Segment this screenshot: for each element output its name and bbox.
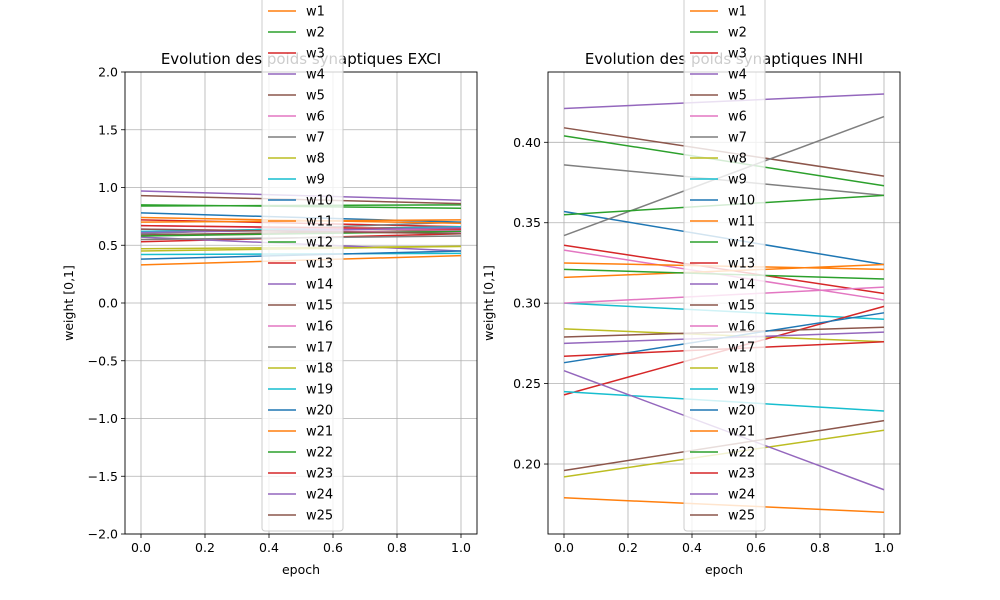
legend-label-w23: w23 [306,467,333,482]
y-tick-label: −2.0 [88,527,118,542]
legend: w1 w2 w3 w4 w5 w6 w7 w8 w9 w10 w11 w12 w13 w14 w15 w16 w… [683,0,766,532]
legend-label-w1: w1 [728,5,747,20]
y-tick-label: 0.0 [98,296,118,311]
legend-label-w6: w6 [728,110,747,125]
legend-label-w3: w3 [728,47,747,62]
y-axis-label: weight [0,1] [61,265,76,341]
legend-label-w1: w1 [306,5,325,20]
y-tick-label: 2.0 [98,65,118,80]
y-tick-label: 0.35 [513,215,541,230]
legend-label-w24: w24 [728,488,755,503]
legend-label-w11: w11 [728,215,755,230]
legend-label-w14: w14 [306,278,333,293]
legend-label-w23: w23 [728,467,755,482]
legend-label-w7: w7 [306,131,325,146]
legend-label-w15: w15 [728,299,755,314]
legend-label-w22: w22 [728,446,755,461]
y-tick-label: 1.5 [98,122,118,137]
legend-label-w11: w11 [306,215,333,230]
x-tick-label: 0.2 [618,540,638,555]
legend-label-w12: w12 [728,236,755,251]
legend: w1 w2 w3 w4 w5 w6 w7 w8 w9 w10 w11 w12 w13 w14 w15 w16 w… [261,0,344,532]
legend-label-w21: w21 [728,425,755,440]
legend-label-w24: w24 [306,488,333,503]
x-tick-label: 1.0 [874,540,894,555]
chart-panel-exci: 0.0 0.2 0.4 0.6 0.8 1.0 −2.0 −1.5 −1.0 −0.5 0.0 0.5… [61,0,478,577]
legend-label-w4: w4 [306,68,325,83]
x-axis-label: epoch [282,562,320,577]
legend-label-w8: w8 [306,152,325,167]
legend-label-w19: w19 [728,383,755,398]
legend-label-w13: w13 [306,257,333,272]
legend-label-w15: w15 [306,299,333,314]
y-tick-label: 0.20 [513,457,541,472]
x-tick-label: 0.6 [746,540,766,555]
legend-label-w19: w19 [306,383,333,398]
y-tick-label: 0.40 [513,135,541,150]
chart-panel-inhi: 0.0 0.2 0.4 0.6 0.8 1.0 0.20 0.25 0.30 0.35 0.40 ep… [481,0,901,577]
legend-label-w10: w10 [306,194,333,209]
y-tick-label: −0.5 [88,353,118,368]
legend-label-w14: w14 [728,278,755,293]
legend-label-w20: w20 [728,404,755,419]
legend-label-w8: w8 [728,152,747,167]
x-axis-label: epoch [705,562,743,577]
x-tick-label: 0.8 [810,540,830,555]
legend-box [683,0,766,532]
legend-label-w2: w2 [728,26,747,41]
y-tick-label: 0.5 [98,238,118,253]
legend-label-w7: w7 [728,131,747,146]
legend-label-w21: w21 [306,425,333,440]
legend-label-w12: w12 [306,236,333,251]
y-axis-label: weight [0,1] [481,265,496,341]
legend-label-w4: w4 [728,68,747,83]
legend-label-w6: w6 [306,110,325,125]
legend-label-w2: w2 [306,26,325,41]
x-tick-label: 0.4 [259,540,279,555]
legend-label-w5: w5 [728,89,747,104]
legend-label-w18: w18 [728,362,755,377]
legend-label-w16: w16 [306,320,333,335]
x-tick-label: 0.0 [131,540,151,555]
x-tick-label: 0.0 [554,540,574,555]
legend-label-w17: w17 [728,341,755,356]
x-tick-label: 0.6 [323,540,343,555]
legend-label-w3: w3 [306,47,325,62]
y-tick-label: 0.30 [513,296,541,311]
legend-label-w25: w25 [306,509,333,524]
legend-label-w20: w20 [306,404,333,419]
legend-label-w25: w25 [728,509,755,524]
legend-label-w13: w13 [728,257,755,272]
y-tick-label: −1.5 [88,469,118,484]
y-tick-label: 0.25 [513,376,541,391]
legend-label-w10: w10 [728,194,755,209]
x-tick-label: 0.2 [195,540,215,555]
legend-label-w9: w9 [306,173,325,188]
legend-label-w17: w17 [306,341,333,356]
y-tick-label: 1.0 [98,180,118,195]
legend-label-w9: w9 [728,173,747,188]
legend-box [261,0,344,532]
x-tick-label: 0.4 [682,540,702,555]
legend-label-w5: w5 [306,89,325,104]
x-tick-label: 1.0 [451,540,471,555]
y-tick-label: −1.0 [88,411,118,426]
legend-label-w18: w18 [306,362,333,377]
x-tick-label: 0.8 [387,540,407,555]
legend-label-w22: w22 [306,446,333,461]
legend-label-w16: w16 [728,320,755,335]
